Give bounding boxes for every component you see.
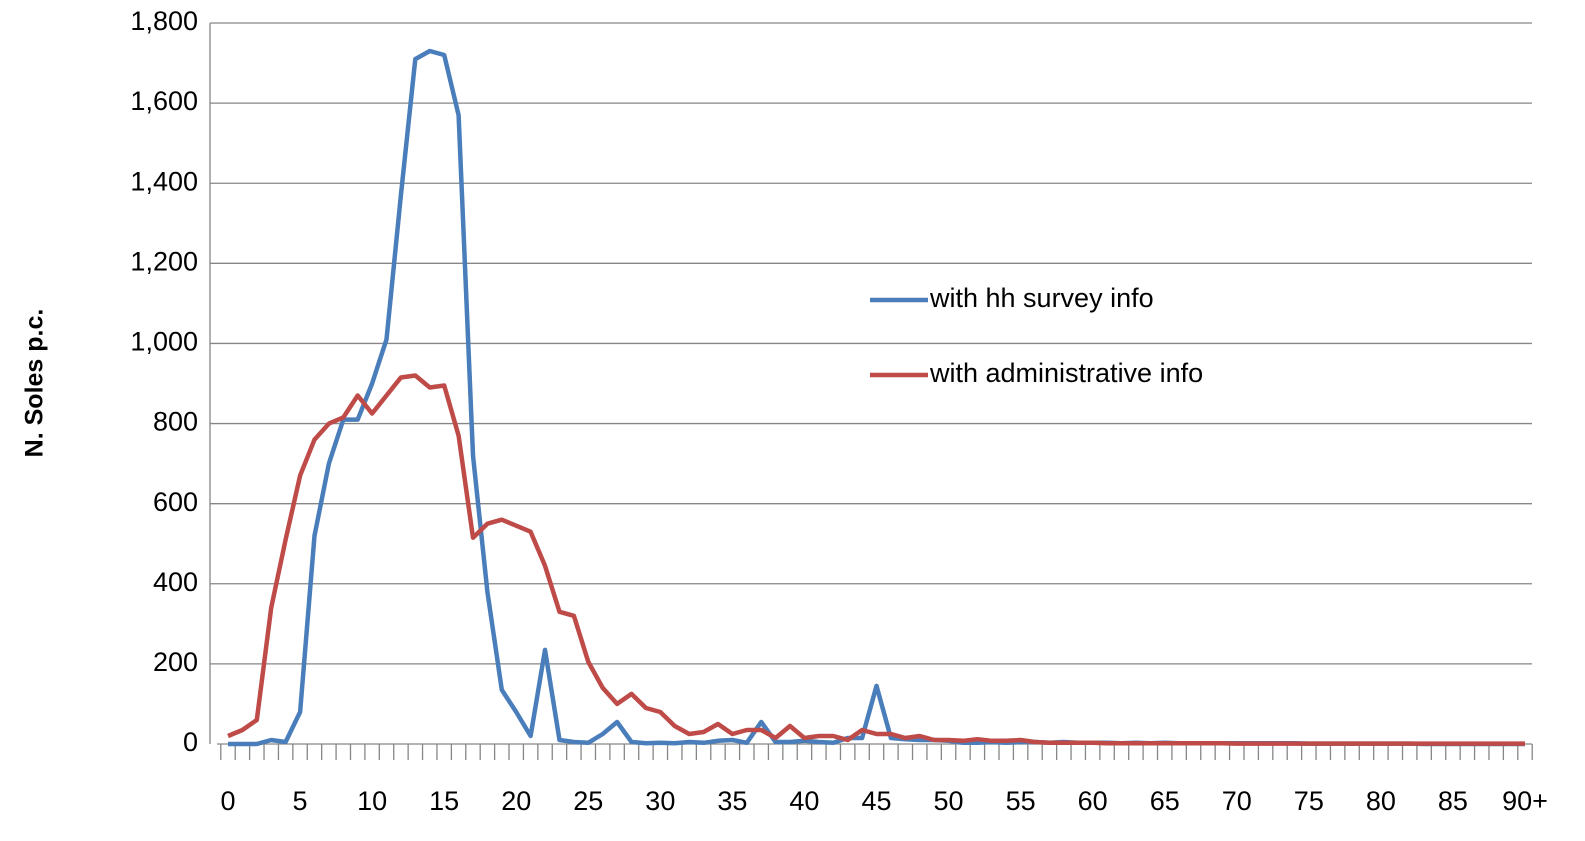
data-line	[228, 48, 1525, 747]
x-tick-label: 50	[934, 786, 964, 816]
x-tick-label: 80	[1366, 786, 1396, 816]
y-tick-label: 1,200	[130, 246, 198, 276]
x-tick-label: 40	[789, 786, 819, 816]
x-tick-label: 75	[1294, 786, 1324, 816]
x-tick-label: 60	[1078, 786, 1108, 816]
data-line	[227, 373, 1525, 746]
x-tick-label: 35	[717, 786, 747, 816]
x-tick-label: 90+	[1502, 786, 1548, 816]
x-tick-label: 5	[293, 786, 308, 816]
x-tick-label: 45	[861, 786, 891, 816]
x-tick-label: 25	[573, 786, 603, 816]
legend-label: with hh survey info	[929, 283, 1154, 313]
y-tick-label: 200	[153, 647, 198, 677]
x-tick-label: 70	[1222, 786, 1252, 816]
legend-label: with administrative info	[929, 358, 1203, 388]
y-tick-label: 1,400	[130, 166, 198, 196]
x-tick-label: 20	[501, 786, 531, 816]
x-tick-label: 15	[429, 786, 459, 816]
y-tick-label: 800	[153, 407, 198, 437]
x-tick-label: 65	[1150, 786, 1180, 816]
y-tick-label: 1,000	[130, 327, 198, 357]
x-tick-label: 0	[220, 786, 235, 816]
y-tick-label: 400	[153, 567, 198, 597]
y-tick-label: 600	[153, 487, 198, 517]
y-tick-label: 1,800	[130, 6, 198, 36]
y-tick-label: 0	[183, 727, 198, 757]
x-tick-label: 10	[357, 786, 387, 816]
x-tick-label: 55	[1006, 786, 1036, 816]
x-tick-label: 30	[645, 786, 675, 816]
y-tick-label: 1,600	[130, 86, 198, 116]
x-tick-label: 85	[1438, 786, 1468, 816]
y-axis-label: N. Soles p.c.	[21, 309, 49, 458]
